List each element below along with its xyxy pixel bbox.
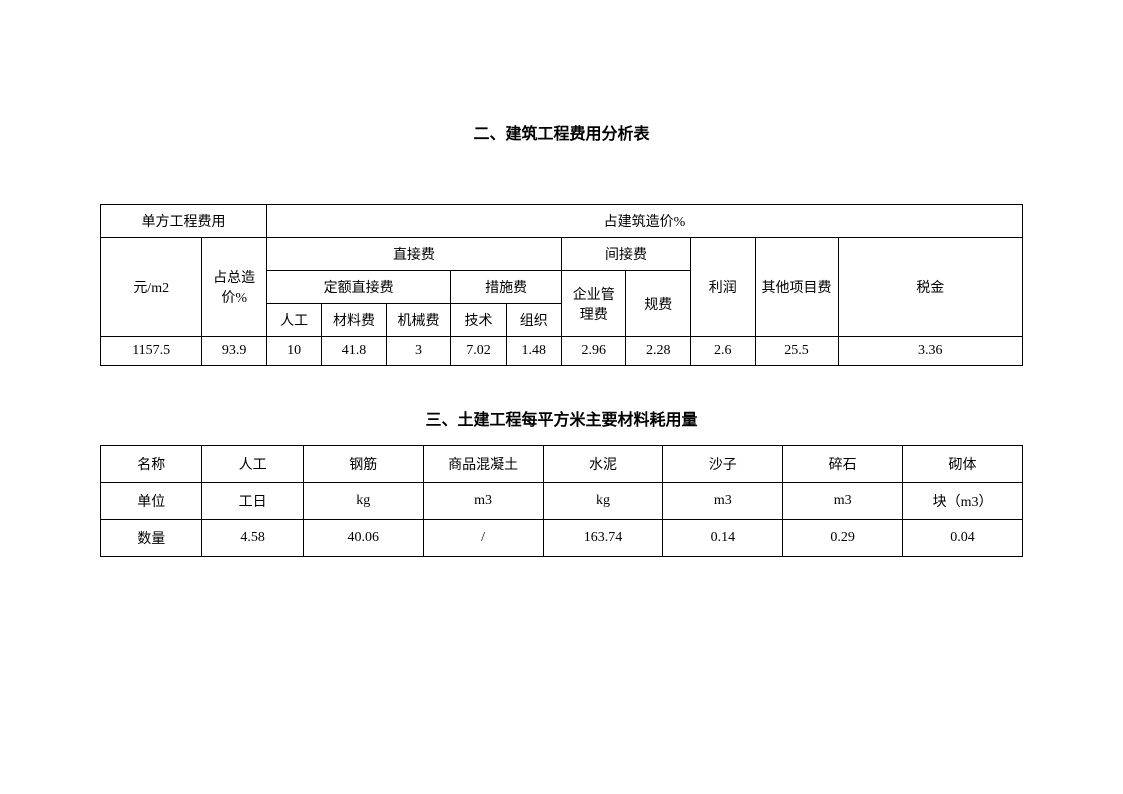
value-other-fee: 25.5: [755, 337, 838, 366]
header-technical: 技术: [451, 304, 506, 337]
value-enterprise-mgmt: 2.96: [561, 337, 626, 366]
row-label-unit: 单位: [101, 483, 202, 520]
unit-3: kg: [543, 483, 663, 520]
value-technical: 7.02: [451, 337, 506, 366]
unit-4: m3: [663, 483, 783, 520]
header-enterprise-mgmt: 企业管理费: [561, 271, 626, 337]
header-reg-fee: 规费: [626, 271, 691, 337]
header-organization: 组织: [506, 304, 561, 337]
col-name-2: 商品混凝土: [423, 446, 543, 483]
header-machinery: 机械费: [386, 304, 451, 337]
row-label-quantity: 数量: [101, 520, 202, 557]
section-title-2: 三、土建工程每平方米主要材料耗用量: [100, 406, 1023, 430]
col-name-1: 钢筋: [303, 446, 423, 483]
header-measure-fee: 措施费: [451, 271, 562, 304]
qty-1: 40.06: [303, 520, 423, 557]
value-labor: 10: [266, 337, 321, 366]
qty-2: /: [423, 520, 543, 557]
col-name-3: 水泥: [543, 446, 663, 483]
header-unit-cost: 单方工程费用: [101, 205, 267, 238]
header-total-pct: 占总造价%: [202, 238, 267, 337]
header-material: 材料费: [322, 304, 387, 337]
header-construction-pct: 占建筑造价%: [266, 205, 1022, 238]
qty-0: 4.58: [202, 520, 303, 557]
value-machinery: 3: [386, 337, 451, 366]
value-material: 41.8: [322, 337, 387, 366]
qty-4: 0.14: [663, 520, 783, 557]
unit-2: m3: [423, 483, 543, 520]
row-label-name: 名称: [101, 446, 202, 483]
value-yuan-m2: 1157.5: [101, 337, 202, 366]
unit-6: 块（m3）: [903, 483, 1023, 520]
qty-5: 0.29: [783, 520, 903, 557]
header-indirect-fee: 间接费: [561, 238, 690, 271]
col-name-6: 砌体: [903, 446, 1023, 483]
col-name-5: 碎石: [783, 446, 903, 483]
value-total-pct: 93.9: [202, 337, 267, 366]
section-title-1: 二、建筑工程费用分析表: [100, 120, 1023, 144]
header-tax: 税金: [838, 238, 1023, 337]
header-yuan-m2: 元/m2: [101, 238, 202, 337]
unit-1: kg: [303, 483, 423, 520]
cost-analysis-table: 单方工程费用 占建筑造价% 元/m2 占总造价% 直接费 间接费 利润 其他项目…: [100, 204, 1023, 366]
col-name-0: 人工: [202, 446, 303, 483]
header-direct-fee: 直接费: [266, 238, 561, 271]
value-reg-fee: 2.28: [626, 337, 691, 366]
qty-3: 163.74: [543, 520, 663, 557]
unit-0: 工日: [202, 483, 303, 520]
header-profit: 利润: [691, 238, 756, 337]
unit-5: m3: [783, 483, 903, 520]
value-profit: 2.6: [691, 337, 756, 366]
header-labor: 人工: [266, 304, 321, 337]
material-consumption-table: 名称 人工 钢筋 商品混凝土 水泥 沙子 碎石 砌体 单位 工日 kg m3 k…: [100, 445, 1023, 557]
value-organization: 1.48: [506, 337, 561, 366]
header-other-fee: 其他项目费: [755, 238, 838, 337]
qty-6: 0.04: [903, 520, 1023, 557]
col-name-4: 沙子: [663, 446, 783, 483]
header-quota-direct: 定额直接费: [266, 271, 450, 304]
value-tax: 3.36: [838, 337, 1023, 366]
